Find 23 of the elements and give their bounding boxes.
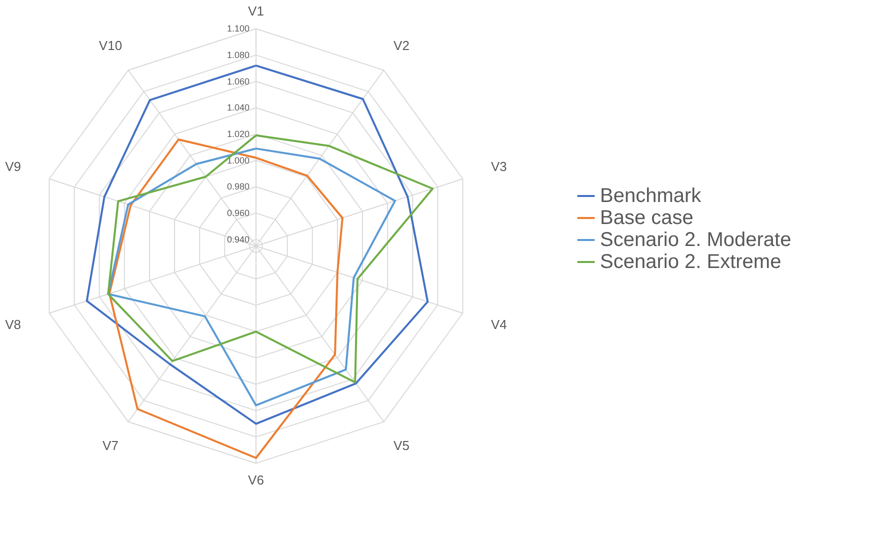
spoke-label: V10: [98, 38, 122, 53]
y-tick-label: 0.980: [226, 182, 250, 192]
spoke-label: V9: [5, 159, 21, 174]
legend-label: Scenario 2. Extreme: [600, 251, 782, 273]
y-tick-label: 1.000: [226, 155, 250, 166]
spoke-label: V1: [248, 3, 264, 18]
y-tick-label: 1.080: [226, 50, 250, 60]
legend-label: Benchmark: [600, 185, 702, 207]
spoke-label: V5: [394, 438, 410, 454]
spoke-label: V6: [248, 472, 264, 488]
y-tick-label: 1.060: [226, 76, 250, 86]
spoke-label: V4: [491, 316, 507, 332]
spoke-label: V3: [491, 159, 507, 174]
legend-label: Base case: [600, 207, 694, 229]
y-tick-label: 1.040: [226, 102, 250, 113]
y-tick-label: 1.100: [226, 24, 250, 34]
spoke-label: V2: [394, 38, 410, 53]
y-tick-label: 0.960: [226, 208, 250, 218]
y-tick-label: 1.020: [226, 129, 250, 140]
y-tick-label: 0.940: [226, 234, 250, 244]
spoke-label: V8: [5, 316, 21, 332]
legend-label: Scenario 2. Moderate: [600, 229, 792, 251]
spoke-label: V7: [102, 438, 118, 454]
